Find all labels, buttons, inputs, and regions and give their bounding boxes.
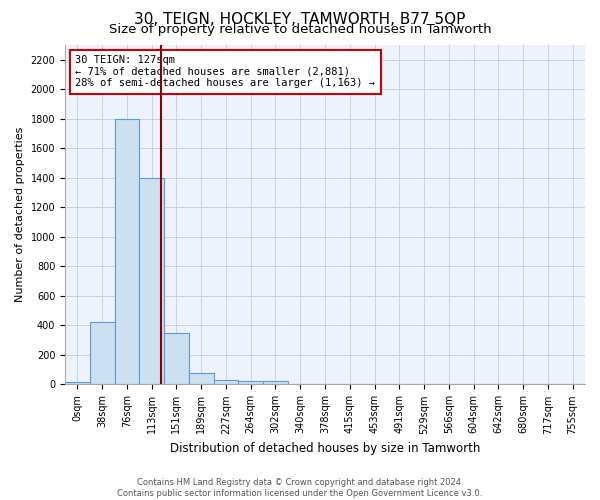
- Bar: [238, 382, 263, 384]
- Bar: [214, 380, 238, 384]
- Bar: [65, 382, 90, 384]
- Y-axis label: Number of detached properties: Number of detached properties: [15, 127, 25, 302]
- Bar: [115, 119, 139, 384]
- Text: 30, TEIGN, HOCKLEY, TAMWORTH, B77 5QP: 30, TEIGN, HOCKLEY, TAMWORTH, B77 5QP: [134, 12, 466, 28]
- Bar: [189, 372, 214, 384]
- Bar: [90, 322, 115, 384]
- Bar: [139, 178, 164, 384]
- Bar: [263, 382, 288, 384]
- Bar: [164, 333, 189, 384]
- X-axis label: Distribution of detached houses by size in Tamworth: Distribution of detached houses by size …: [170, 442, 480, 455]
- Text: Contains HM Land Registry data © Crown copyright and database right 2024.
Contai: Contains HM Land Registry data © Crown c…: [118, 478, 482, 498]
- Text: Size of property relative to detached houses in Tamworth: Size of property relative to detached ho…: [109, 22, 491, 36]
- Text: 30 TEIGN: 127sqm
← 71% of detached houses are smaller (2,881)
28% of semi-detach: 30 TEIGN: 127sqm ← 71% of detached house…: [76, 55, 376, 88]
